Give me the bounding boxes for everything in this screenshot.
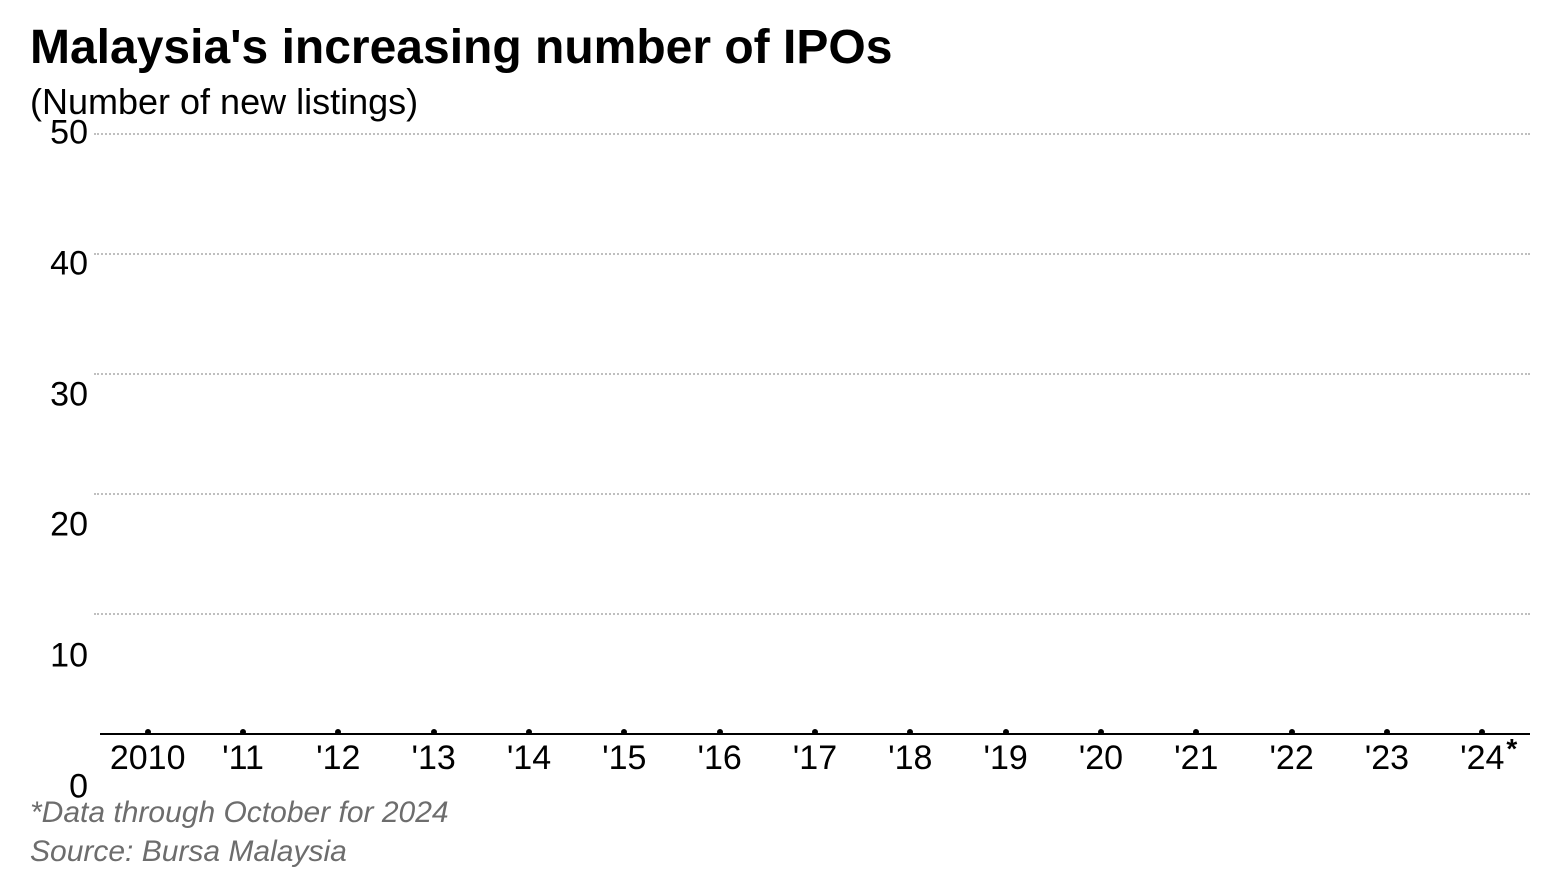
asterisk-icon: *: [1506, 733, 1517, 765]
x-tick-label: '12: [291, 735, 386, 787]
gridline: [94, 493, 1530, 495]
chart-source: Source: Bursa Malaysia: [30, 832, 1530, 871]
x-tick-label: '11: [195, 735, 290, 787]
chart-title: Malaysia's increasing number of IPOs: [30, 20, 1530, 75]
x-tick-label: '14: [481, 735, 576, 787]
x-tick-label: '20: [1053, 735, 1148, 787]
gridline: [94, 613, 1530, 615]
x-tick-label: '24*: [1435, 735, 1530, 787]
chart-footnote: *Data through October for 2024: [30, 793, 1530, 832]
x-tick-label: '17: [767, 735, 862, 787]
y-tick-label: 30: [50, 375, 88, 414]
gridline: [94, 133, 1530, 135]
x-tick-label: '18: [863, 735, 958, 787]
x-tick-label: '21: [1149, 735, 1244, 787]
y-tick-label: 0: [69, 768, 88, 807]
chart-footer: *Data through October for 2024 Source: B…: [30, 793, 1530, 871]
chart-body: 01020304050 2010'11'12'13'14'15'16'17'18…: [30, 133, 1530, 787]
x-tick-label: '16: [672, 735, 767, 787]
x-tick-label: 2010: [100, 735, 195, 787]
x-axis-labels: 2010'11'12'13'14'15'16'17'18'19'20'21'22…: [100, 735, 1530, 787]
plot-column: 2010'11'12'13'14'15'16'17'18'19'20'21'22…: [100, 133, 1530, 787]
x-tick-label: '23: [1339, 735, 1434, 787]
chart-container: Malaysia's increasing number of IPOs (Nu…: [0, 0, 1560, 881]
x-tick-label: '22: [1244, 735, 1339, 787]
bars-row: [100, 133, 1530, 733]
y-tick-label: 40: [50, 244, 88, 283]
plot-area: [100, 133, 1530, 735]
chart-subtitle: (Number of new listings): [30, 81, 1530, 123]
y-axis: 01020304050: [30, 133, 100, 787]
x-tick-label: '15: [577, 735, 672, 787]
gridline: [94, 373, 1530, 375]
gridline: [94, 253, 1530, 255]
y-tick-label: 50: [50, 114, 88, 153]
x-tick-label: '19: [958, 735, 1053, 787]
y-tick-label: 20: [50, 506, 88, 545]
y-tick-label: 10: [50, 637, 88, 676]
x-tick-label: '13: [386, 735, 481, 787]
